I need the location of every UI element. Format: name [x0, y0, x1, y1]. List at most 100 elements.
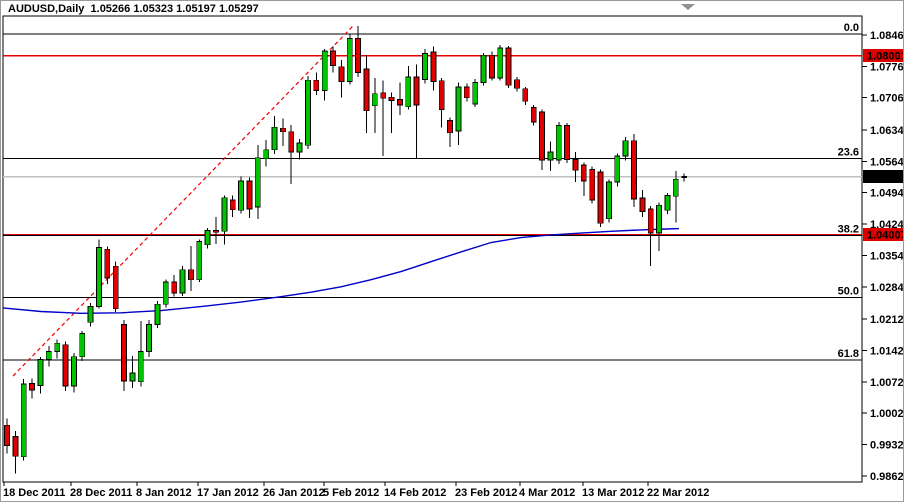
candle-body: [20, 383, 27, 458]
y-axis-label: 1.07760: [870, 61, 904, 73]
x-axis-date-label: 28 Dec 2011: [70, 487, 132, 499]
candle-body: [79, 333, 86, 358]
candle-body: [380, 92, 387, 99]
candle-body: [547, 151, 554, 161]
candle-body: [246, 180, 253, 210]
candle-body: [672, 178, 679, 197]
fib-level-label: 23.6: [838, 146, 859, 158]
candle-body: [238, 180, 244, 211]
candle-body: [422, 52, 428, 80]
candle-body: [146, 324, 153, 352]
x-axis-date-label: 18 Dec 2011: [3, 487, 65, 499]
price-level-badge: [863, 49, 903, 63]
candle-body: [413, 76, 420, 106]
y-axis-label: 1.02120: [870, 314, 904, 326]
candle-body: [338, 66, 345, 83]
candle-body: [639, 197, 646, 212]
candle-body: [104, 248, 111, 279]
candle-body: [622, 140, 629, 157]
y-axis-label: 1.01420: [870, 345, 904, 357]
candle-body: [137, 350, 144, 383]
shift-marker-icon[interactable]: [681, 4, 695, 10]
candle-body: [288, 131, 295, 153]
candle-body: [204, 229, 211, 246]
candle-body: [305, 79, 311, 146]
candle-body: [87, 306, 94, 323]
candle-body: [572, 159, 579, 171]
candle-body: [597, 171, 604, 224]
candle-body: [279, 127, 286, 133]
candle-body: [321, 50, 328, 91]
candle-body: [664, 195, 671, 211]
moving-average-line[interactable]: [2, 227, 680, 315]
candle-body: [397, 99, 403, 106]
candle-body: [589, 169, 596, 201]
candle-body: [4, 424, 10, 446]
price-level-badge: [863, 228, 903, 242]
candle-body: [480, 54, 487, 83]
candle-body: [171, 281, 178, 294]
candle-body: [221, 197, 228, 232]
candle-body: [647, 208, 654, 234]
candle-body: [313, 79, 320, 91]
candle-body: [564, 125, 571, 160]
candle-body: [614, 155, 621, 183]
candle-body: [179, 269, 186, 294]
x-axis-date-label: 8 Jan 2012: [136, 487, 192, 499]
candle-body: [505, 47, 512, 86]
candle-body: [497, 47, 504, 79]
candle-body: [229, 199, 236, 211]
x-axis-date-label: 23 Feb 2012: [455, 487, 517, 499]
candle-body: [455, 86, 462, 132]
candle-body: [62, 344, 69, 387]
candle-body: [37, 359, 44, 386]
candle-body: [363, 68, 370, 112]
candle-body: [539, 111, 545, 161]
y-axis-label: 1.08460: [870, 30, 904, 42]
candle-body: [54, 342, 61, 352]
fib-level-label: 61.8: [838, 348, 859, 360]
candle-body: [681, 176, 688, 179]
candle-body: [196, 241, 203, 281]
plot-area[interactable]: [2, 15, 863, 483]
price-level-badge-text: 1.04007: [867, 230, 904, 242]
candle-body: [271, 126, 278, 151]
candle-body: [555, 125, 562, 161]
candle-body: [606, 181, 612, 220]
candle-body: [121, 324, 127, 382]
y-axis-label: 1.06340: [870, 125, 904, 137]
y-axis-label: 1.07060: [870, 93, 904, 105]
fib-level-label: 0.0: [844, 22, 859, 34]
candle-body: [96, 247, 102, 307]
x-axis-date-label: 17 Jan 2012: [197, 487, 259, 499]
candle-body: [112, 265, 119, 310]
candle-body: [438, 80, 445, 110]
candle-body: [330, 50, 336, 66]
chart-ohlc-title: AUDUSD,Daily 1.05266 1.05323 1.05197 1.0…: [8, 3, 259, 15]
candle-body: [514, 79, 520, 89]
trendline[interactable]: [12, 25, 354, 377]
candle-body: [447, 120, 453, 134]
candle-body: [213, 229, 219, 233]
candle-body: [45, 350, 52, 360]
candle-body: [405, 76, 412, 108]
x-axis-date-label: 26 Jan 2012: [263, 487, 325, 499]
y-axis-label: 1.05640: [870, 156, 904, 168]
candle-body: [188, 269, 194, 281]
candle-body: [656, 204, 662, 234]
candle-body: [12, 436, 19, 457]
candle-body: [29, 383, 35, 391]
candle-body: [580, 164, 587, 182]
candle-body: [631, 140, 637, 200]
candle-body: [530, 107, 537, 123]
candle-body: [472, 82, 479, 105]
y-axis-label: 1.00720: [870, 377, 904, 389]
candle-body: [346, 38, 353, 83]
x-axis-date-label: 13 Mar 2012: [582, 487, 644, 499]
x-axis-date-label: 14 Feb 2012: [384, 487, 446, 499]
candle-body: [254, 157, 261, 208]
fib-level-label: 50.0: [838, 286, 859, 298]
